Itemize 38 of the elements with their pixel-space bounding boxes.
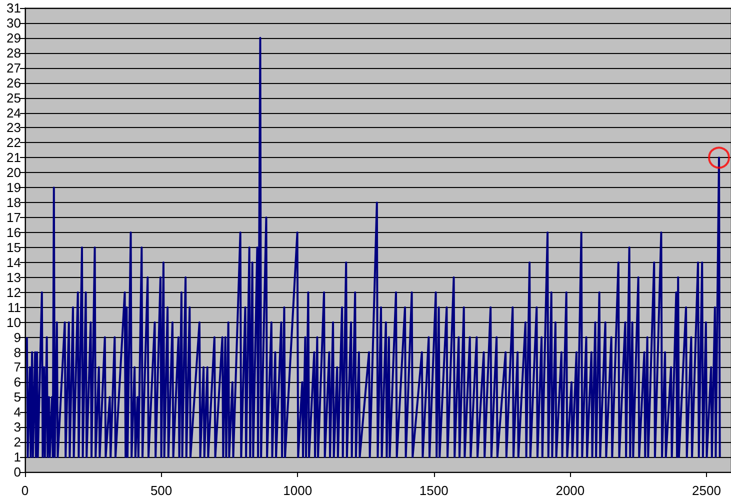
- y-tick-label: 20: [6, 165, 21, 180]
- y-tick-label: 19: [6, 180, 21, 196]
- y-tick-label: 6: [14, 374, 21, 390]
- y-tick-label: 28: [6, 45, 21, 60]
- y-tick-label: 12: [6, 284, 21, 300]
- y-tick-label: 24: [6, 105, 21, 120]
- y-tick-label: 26: [6, 75, 21, 90]
- y-tick-label: 3: [14, 420, 21, 435]
- y-tick-label: 7: [14, 360, 21, 375]
- y-tick-label: 10: [6, 314, 21, 330]
- y-tick-label: 17: [6, 210, 21, 226]
- y-tick-label: 2: [14, 434, 21, 450]
- y-tick-label: 5: [14, 390, 21, 405]
- y-tick-label: 15: [6, 240, 21, 255]
- y-tick-label: 23: [6, 120, 21, 136]
- y-tick-label: 22: [6, 135, 21, 150]
- y-tick-label: 21: [6, 150, 21, 166]
- x-tick-label: 2000: [556, 483, 585, 498]
- y-tick-label: 13: [6, 270, 21, 285]
- y-tick-label: 9: [14, 330, 21, 345]
- x-tick-label: 500: [150, 483, 172, 498]
- y-tick-label: 0: [14, 464, 21, 480]
- y-tick-label: 8: [14, 344, 21, 360]
- y-tick-label: 14: [6, 254, 21, 270]
- x-tick-label: 1500: [419, 483, 448, 498]
- y-tick-label: 25: [6, 90, 21, 106]
- y-tick-label: 27: [6, 60, 21, 76]
- x-tick-label: 1000: [283, 483, 312, 498]
- y-tick-label: 16: [6, 225, 21, 240]
- line-series: [26, 36, 721, 458]
- y-tick-label: 4: [14, 404, 21, 420]
- y-tick-label: 1: [14, 450, 21, 465]
- y-tick-label: 18: [6, 195, 21, 210]
- x-tick-label: 2500: [692, 483, 721, 498]
- y-tick-label: 31: [6, 0, 21, 16]
- y-tick-label: 30: [6, 15, 21, 30]
- y-tick-label: 29: [6, 30, 21, 46]
- y-tick-label: 11: [8, 300, 21, 315]
